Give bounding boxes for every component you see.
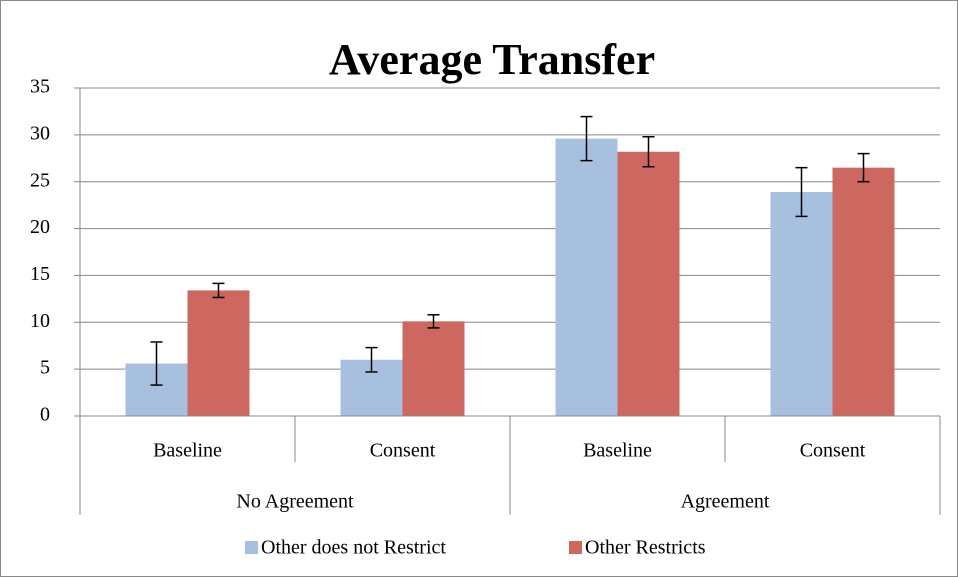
y-tick-label: 30 — [30, 122, 50, 144]
y-tick-label: 5 — [40, 357, 50, 379]
y-tick-label: 10 — [30, 310, 50, 332]
chart-title: Average Transfer — [329, 35, 655, 84]
bar — [617, 151, 680, 416]
group-label: No Agreement — [236, 491, 354, 513]
bar — [402, 321, 465, 416]
legend-swatch — [569, 541, 582, 554]
legend-swatch — [245, 541, 258, 554]
x-tick-label: Consent — [800, 440, 866, 462]
y-tick-label: 0 — [40, 404, 50, 426]
x-tick-label: Baseline — [153, 440, 222, 462]
bar — [187, 290, 250, 416]
bar — [555, 138, 618, 416]
y-tick-label: 15 — [30, 263, 50, 285]
y-tick-label: 25 — [30, 169, 50, 191]
bar — [770, 192, 833, 416]
y-tick-label: 20 — [30, 216, 50, 238]
legend-label: Other Restricts — [585, 537, 706, 559]
group-label: Agreement — [681, 491, 770, 513]
y-tick-label: 35 — [30, 76, 50, 98]
bar — [832, 167, 895, 416]
x-tick-label: Baseline — [583, 440, 652, 462]
x-tick-label: Consent — [370, 440, 436, 462]
legend-label: Other does not Restrict — [261, 537, 446, 559]
